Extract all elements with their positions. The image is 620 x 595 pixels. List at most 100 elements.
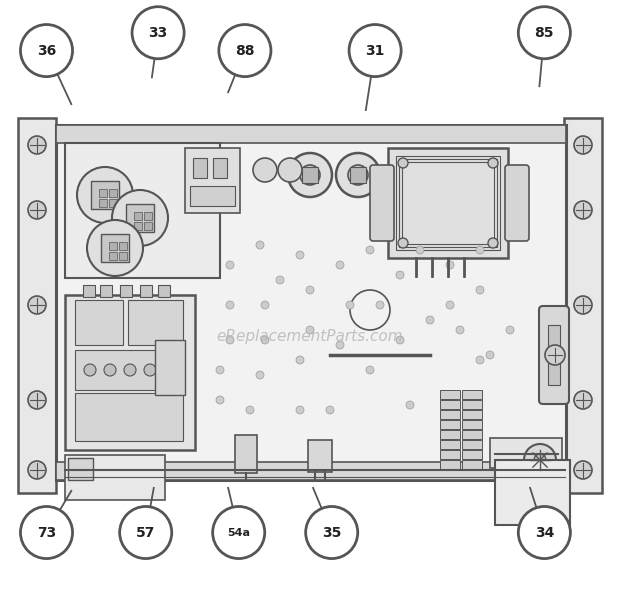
- Bar: [56, 125, 566, 480]
- Circle shape: [336, 153, 380, 197]
- Circle shape: [112, 190, 168, 246]
- Text: 36: 36: [37, 43, 56, 58]
- Circle shape: [488, 238, 498, 248]
- Bar: [134, 222, 142, 230]
- Bar: [158, 285, 170, 297]
- Bar: [109, 252, 117, 260]
- Bar: [440, 460, 460, 469]
- Bar: [99, 199, 107, 207]
- Circle shape: [132, 7, 184, 59]
- Bar: [65, 295, 195, 450]
- Circle shape: [574, 201, 592, 219]
- Bar: [126, 204, 154, 232]
- Circle shape: [306, 286, 314, 294]
- Circle shape: [416, 246, 424, 254]
- Bar: [440, 440, 460, 449]
- Bar: [56, 462, 566, 480]
- Bar: [101, 234, 129, 262]
- Circle shape: [476, 286, 484, 294]
- Circle shape: [246, 406, 254, 414]
- Bar: [119, 252, 127, 260]
- Circle shape: [574, 136, 592, 154]
- Bar: [402, 162, 494, 244]
- Circle shape: [219, 24, 271, 77]
- Circle shape: [124, 364, 136, 376]
- Bar: [462, 430, 482, 439]
- Circle shape: [396, 336, 404, 344]
- Circle shape: [144, 364, 156, 376]
- Circle shape: [20, 24, 73, 77]
- Circle shape: [278, 158, 302, 182]
- Bar: [399, 159, 497, 247]
- FancyBboxPatch shape: [539, 306, 569, 404]
- Circle shape: [506, 326, 514, 334]
- FancyBboxPatch shape: [370, 165, 394, 241]
- Circle shape: [348, 165, 368, 185]
- Circle shape: [87, 220, 143, 276]
- Circle shape: [20, 506, 73, 559]
- Bar: [18, 118, 56, 493]
- Circle shape: [476, 246, 484, 254]
- Circle shape: [28, 461, 46, 479]
- Bar: [144, 222, 152, 230]
- Circle shape: [226, 301, 234, 309]
- Bar: [155, 340, 185, 395]
- Bar: [56, 125, 566, 143]
- Circle shape: [534, 454, 546, 466]
- Circle shape: [346, 301, 354, 309]
- Bar: [190, 186, 235, 206]
- Circle shape: [446, 301, 454, 309]
- Circle shape: [216, 396, 224, 404]
- Bar: [388, 148, 508, 258]
- Circle shape: [306, 506, 358, 559]
- FancyBboxPatch shape: [505, 165, 529, 241]
- Bar: [440, 410, 460, 419]
- Bar: [462, 440, 482, 449]
- Bar: [440, 420, 460, 429]
- Circle shape: [349, 24, 401, 77]
- Text: 88: 88: [235, 43, 255, 58]
- Bar: [65, 455, 165, 500]
- Bar: [308, 440, 332, 472]
- Bar: [490, 438, 562, 468]
- Text: 33: 33: [148, 26, 168, 40]
- Bar: [462, 400, 482, 409]
- Circle shape: [77, 167, 133, 223]
- Circle shape: [104, 364, 116, 376]
- Bar: [83, 285, 95, 297]
- Circle shape: [398, 158, 408, 168]
- Bar: [235, 435, 257, 473]
- Circle shape: [296, 406, 304, 414]
- Bar: [350, 167, 366, 183]
- Bar: [91, 181, 119, 209]
- Circle shape: [366, 246, 374, 254]
- Circle shape: [426, 316, 434, 324]
- Bar: [193, 158, 207, 178]
- Bar: [495, 460, 570, 525]
- Bar: [462, 420, 482, 429]
- Bar: [213, 158, 227, 178]
- Circle shape: [326, 406, 334, 414]
- Bar: [462, 390, 482, 399]
- Text: 31: 31: [365, 43, 385, 58]
- Circle shape: [28, 391, 46, 409]
- Circle shape: [476, 356, 484, 364]
- Circle shape: [518, 7, 570, 59]
- Bar: [119, 242, 127, 250]
- Circle shape: [261, 301, 269, 309]
- Bar: [302, 167, 318, 183]
- Bar: [109, 242, 117, 250]
- Circle shape: [213, 506, 265, 559]
- Text: 54a: 54a: [227, 528, 250, 537]
- Circle shape: [216, 366, 224, 374]
- Bar: [99, 189, 107, 197]
- Circle shape: [396, 271, 404, 279]
- Bar: [68, 458, 93, 480]
- Bar: [185, 148, 240, 213]
- Circle shape: [398, 238, 408, 248]
- Bar: [462, 460, 482, 469]
- Circle shape: [261, 336, 269, 344]
- Bar: [396, 156, 500, 250]
- Circle shape: [256, 371, 264, 379]
- Circle shape: [288, 153, 332, 197]
